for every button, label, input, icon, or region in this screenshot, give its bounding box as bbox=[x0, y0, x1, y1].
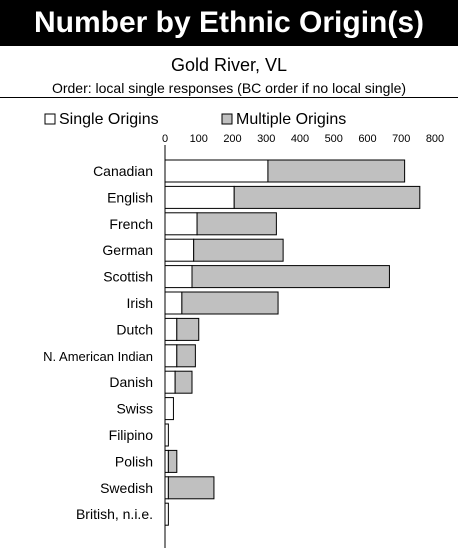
chart-title: Number by Ethnic Origin(s) bbox=[0, 0, 458, 46]
chart-subtitle: Gold River, VL bbox=[170, 55, 288, 75]
bar-single-origins bbox=[164, 397, 174, 421]
x-tick-label: 500 bbox=[325, 133, 343, 145]
category-label: British, n.i.e. bbox=[76, 506, 153, 522]
order-note: Order: local single responses (BC order … bbox=[51, 80, 407, 96]
bar-single-origins bbox=[164, 317, 178, 341]
legend-multiple-label: Multiple Origins bbox=[236, 111, 346, 128]
bar-single-origins bbox=[164, 238, 195, 262]
x-tick-label: 400 bbox=[291, 133, 309, 145]
x-axis-ticks: 0 100 200 300 400 500 600 700 800 bbox=[162, 133, 444, 145]
category-label: English bbox=[107, 189, 153, 205]
category-label: German bbox=[102, 242, 153, 258]
x-tick-label: 100 bbox=[190, 133, 208, 145]
bar-multiple-origins bbox=[167, 476, 215, 500]
bar-multiple-origins bbox=[176, 317, 200, 341]
category-label: Irish bbox=[127, 295, 153, 311]
category-label: French bbox=[109, 216, 153, 232]
bar-multiple-origins bbox=[233, 185, 421, 209]
bar-multiple-origins bbox=[176, 344, 196, 368]
bar-single-origins bbox=[164, 291, 183, 315]
x-tick-label: 200 bbox=[223, 133, 241, 145]
category-label: Canadian bbox=[93, 163, 153, 179]
category-label: Swedish bbox=[100, 480, 153, 496]
bar-single-origins bbox=[164, 185, 235, 209]
bar-multiple-origins bbox=[181, 291, 279, 315]
bar-single-origins bbox=[164, 476, 169, 500]
x-tick-label: 0 bbox=[162, 133, 168, 145]
legend: Single Origins Multiple Origins bbox=[44, 111, 346, 128]
category-label: Danish bbox=[109, 374, 153, 390]
category-label: Dutch bbox=[116, 321, 153, 337]
x-tick-label: 700 bbox=[392, 133, 410, 145]
category-label: Polish bbox=[115, 453, 153, 469]
x-tick-label: 300 bbox=[257, 133, 275, 145]
bar-multiple-origins bbox=[167, 449, 178, 473]
bar-single-origins bbox=[164, 344, 178, 368]
legend-single-label: Single Origins bbox=[59, 111, 159, 128]
category-label: Scottish bbox=[103, 269, 153, 285]
x-tick-label: 600 bbox=[358, 133, 376, 145]
bar-single-origins bbox=[164, 502, 169, 526]
bar-single-origins bbox=[164, 265, 193, 289]
plot-area bbox=[164, 159, 421, 526]
bar-multiple-origins bbox=[267, 159, 406, 183]
bar-single-origins bbox=[164, 449, 169, 473]
bar-multiple-origins bbox=[193, 238, 284, 262]
bar-single-origins bbox=[164, 159, 269, 183]
category-labels: Canadian English French German Scottish Irish… bbox=[43, 163, 153, 522]
x-tick-label: 800 bbox=[426, 133, 444, 145]
bar-single-origins bbox=[164, 423, 169, 447]
bar-single-origins bbox=[164, 212, 198, 236]
bar-multiple-origins bbox=[191, 265, 390, 289]
category-label: Filipino bbox=[109, 427, 154, 443]
bar-single-origins bbox=[164, 370, 176, 394]
header-divider bbox=[0, 97, 458, 98]
legend-single-swatch bbox=[44, 113, 56, 125]
legend-multiple-swatch bbox=[221, 113, 233, 125]
bar-multiple-origins bbox=[174, 370, 193, 394]
category-label: Swiss bbox=[116, 401, 153, 417]
bar-multiple-origins bbox=[196, 212, 277, 236]
category-label: N. American Indian bbox=[43, 349, 153, 364]
